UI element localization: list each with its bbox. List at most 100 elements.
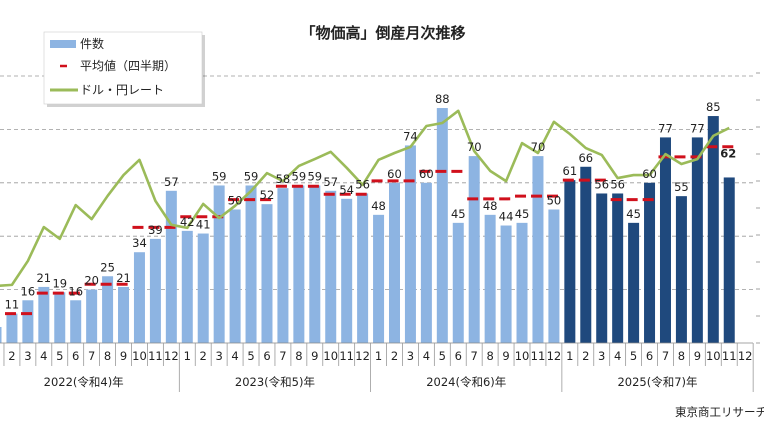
data-label: 34 <box>132 236 147 250</box>
bar-6 <box>261 204 273 343</box>
data-label: 50 <box>547 194 562 208</box>
data-label: 42 <box>180 215 195 229</box>
data-label: 56 <box>594 177 609 191</box>
bar-9 <box>118 286 130 343</box>
month-label: 9 <box>694 349 701 363</box>
bar-11 <box>149 238 161 343</box>
month-label: 12 <box>547 349 562 363</box>
month-label: 7 <box>662 349 669 363</box>
month-label: 4 <box>614 349 621 363</box>
month-label: 10 <box>323 349 338 363</box>
bar-10 <box>707 116 719 343</box>
month-label: 5 <box>439 349 446 363</box>
month-label: 8 <box>295 349 302 363</box>
bar-7 <box>86 289 98 343</box>
month-label: 6 <box>646 349 653 363</box>
bar-5 <box>245 185 257 343</box>
bar-3 <box>213 185 225 343</box>
bar-9 <box>691 137 703 343</box>
bar-5 <box>436 108 448 343</box>
exchange-rate-line <box>0 109 730 288</box>
month-label: 2 <box>391 349 398 363</box>
bar-4 <box>229 209 241 343</box>
month-label: 4 <box>40 349 47 363</box>
month-label: 1 <box>375 349 382 363</box>
data-label: 61 <box>563 164 578 178</box>
right-axis <box>756 72 760 344</box>
bar-1 <box>0 326 2 343</box>
bar-4 <box>38 286 50 343</box>
bar-3 <box>22 300 34 343</box>
month-label: 7 <box>279 349 286 363</box>
data-label: 62 <box>720 146 736 160</box>
data-label: 88 <box>435 92 450 106</box>
bar-4 <box>612 193 624 343</box>
year-label: 2022(令和4)年 <box>44 375 124 389</box>
bar-8 <box>102 276 114 343</box>
month-label: 12 <box>164 349 179 363</box>
month-label: 11 <box>722 349 737 363</box>
month-label: 12 <box>355 349 370 363</box>
exchange-rate-polyline <box>0 109 730 288</box>
month-label: 10 <box>132 349 147 363</box>
year-label: 2023(令和5)年 <box>235 375 315 389</box>
data-label: 66 <box>578 151 593 165</box>
data-label: 59 <box>292 169 307 183</box>
month-label: 6 <box>72 349 79 363</box>
bar-12 <box>548 209 560 343</box>
data-label: 59 <box>244 169 259 183</box>
month-label: 2 <box>582 349 589 363</box>
data-label: 41 <box>196 218 211 232</box>
data-label: 77 <box>690 121 705 135</box>
data-label: 55 <box>674 180 689 194</box>
bar-6 <box>644 182 656 343</box>
data-label: 70 <box>531 140 546 154</box>
data-label: 77 <box>658 121 673 135</box>
bar-12 <box>165 190 177 343</box>
data-label: 59 <box>307 169 322 183</box>
month-label: 8 <box>678 349 685 363</box>
bar-1 <box>181 230 193 343</box>
data-label: 59 <box>212 169 227 183</box>
data-label: 54 <box>339 183 354 197</box>
bar-10 <box>133 252 145 343</box>
month-label: 2 <box>200 349 207 363</box>
data-label: 57 <box>323 175 338 189</box>
bar-8 <box>675 196 687 343</box>
month-label: 5 <box>247 349 254 363</box>
bar-9 <box>309 185 321 343</box>
bar-2 <box>197 233 209 343</box>
month-label: 4 <box>231 349 238 363</box>
data-label: 56 <box>610 177 625 191</box>
month-label: 4 <box>423 349 430 363</box>
bar-10 <box>325 190 337 343</box>
bar-11 <box>341 198 353 343</box>
month-label: 9 <box>120 349 127 363</box>
month-label: 11 <box>531 349 546 363</box>
data-label: 45 <box>451 207 466 221</box>
month-label: 10 <box>706 349 721 363</box>
data-label: 44 <box>499 210 514 224</box>
month-label: 1 <box>566 349 573 363</box>
bar-2 <box>580 166 592 343</box>
bar-6 <box>70 300 82 343</box>
bar-1 <box>564 180 576 343</box>
month-label: 6 <box>455 349 462 363</box>
data-label: 20 <box>84 274 99 288</box>
legend-exchange-rate: ドル・円レート <box>80 83 164 97</box>
month-label: 5 <box>56 349 63 363</box>
month-label: 11 <box>339 349 354 363</box>
data-label: 45 <box>515 207 530 221</box>
data-label: 39 <box>148 223 163 237</box>
data-label: 48 <box>483 199 498 213</box>
data-label: 56 <box>355 177 370 191</box>
bar-9 <box>500 225 512 343</box>
bar-5 <box>54 292 66 343</box>
month-label: 3 <box>598 349 605 363</box>
bar-8 <box>293 185 305 343</box>
year-label: 2024(令和6)年 <box>426 375 506 389</box>
data-label: 48 <box>371 199 386 213</box>
legend: 件数 平均値（四半期） ドル・円レート <box>43 31 205 107</box>
month-label: 6 <box>263 349 270 363</box>
data-label: 60 <box>642 167 657 181</box>
